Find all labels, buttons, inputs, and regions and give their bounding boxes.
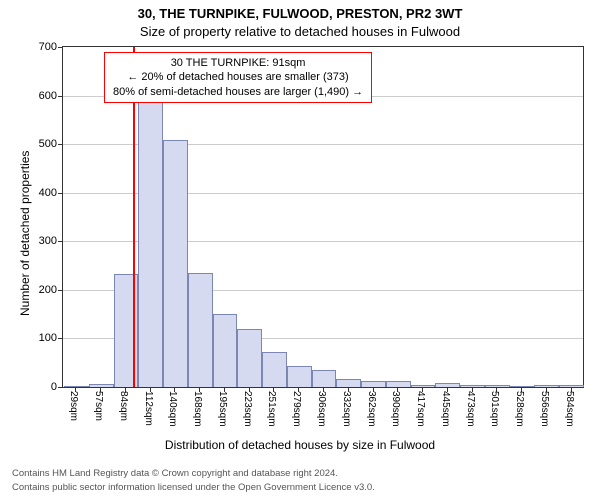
ytick-label: 700 [39, 41, 57, 53]
chart-title-main: 30, THE TURNPIKE, FULWOOD, PRESTON, PR2 … [0, 6, 600, 21]
chart-container: 30, THE TURNPIKE, FULWOOD, PRESTON, PR2 … [0, 0, 600, 500]
bar [213, 314, 238, 387]
xtick-label: 168sqm [192, 391, 203, 427]
ytick-label: 0 [51, 381, 57, 393]
chart-title-sub: Size of property relative to detached ho… [0, 24, 600, 39]
xtick-label: 84sqm [118, 391, 129, 421]
x-axis-label: Distribution of detached houses by size … [0, 438, 600, 452]
bar [237, 329, 262, 387]
xtick-label: 362sqm [366, 391, 377, 427]
xtick-label: 112sqm [143, 391, 154, 426]
bar [336, 379, 361, 387]
xtick-label: 279sqm [291, 391, 302, 427]
xtick-label: 29sqm [68, 391, 79, 421]
footer-line-1: Contains HM Land Registry data © Crown c… [12, 468, 338, 479]
info-box-line-1: 30 THE TURNPIKE: 91sqm [113, 56, 363, 70]
ytick-label: 400 [39, 187, 57, 199]
ytick-label: 600 [39, 90, 57, 102]
xtick-label: 140sqm [167, 391, 178, 427]
bar [138, 91, 163, 387]
xtick-label: 528sqm [514, 391, 525, 427]
xtick-label: 306sqm [316, 391, 327, 427]
xtick-label: 57sqm [93, 391, 104, 421]
xtick-label: 445sqm [440, 391, 451, 427]
bar [312, 370, 337, 387]
xtick-label: 251sqm [266, 391, 277, 427]
xtick-label: 332sqm [341, 391, 352, 427]
info-box-line-3: 80% of semi-detached houses are larger (… [113, 85, 363, 99]
bar [287, 366, 312, 387]
ytick-mark [58, 193, 63, 194]
info-box: 30 THE TURNPIKE: 91sqm ← 20% of detached… [104, 52, 372, 103]
ytick-label: 100 [39, 332, 57, 344]
info-box-line-2: ← 20% of detached houses are smaller (37… [113, 70, 363, 84]
footer-line-2: Contains public sector information licen… [12, 482, 375, 493]
ytick-mark [58, 144, 63, 145]
xtick-label: 556sqm [539, 391, 550, 427]
xtick-label: 195sqm [217, 391, 228, 427]
ytick-label: 200 [39, 284, 57, 296]
xtick-label: 473sqm [465, 391, 476, 427]
bar [163, 140, 188, 387]
xtick-label: 501sqm [489, 391, 500, 427]
ytick-mark [58, 387, 63, 388]
ytick-mark [58, 338, 63, 339]
ytick-label: 300 [39, 235, 57, 247]
xtick-label: 417sqm [415, 391, 426, 427]
ytick-mark [58, 47, 63, 48]
ytick-mark [58, 96, 63, 97]
xtick-label: 223sqm [242, 391, 253, 427]
bar [188, 273, 213, 387]
ytick-label: 500 [39, 138, 57, 150]
y-axis-label: Number of detached properties [18, 151, 32, 316]
bar [262, 352, 287, 387]
ytick-mark [58, 241, 63, 242]
ytick-mark [58, 290, 63, 291]
xtick-label: 390sqm [390, 391, 401, 427]
xtick-label: 584sqm [564, 391, 575, 427]
